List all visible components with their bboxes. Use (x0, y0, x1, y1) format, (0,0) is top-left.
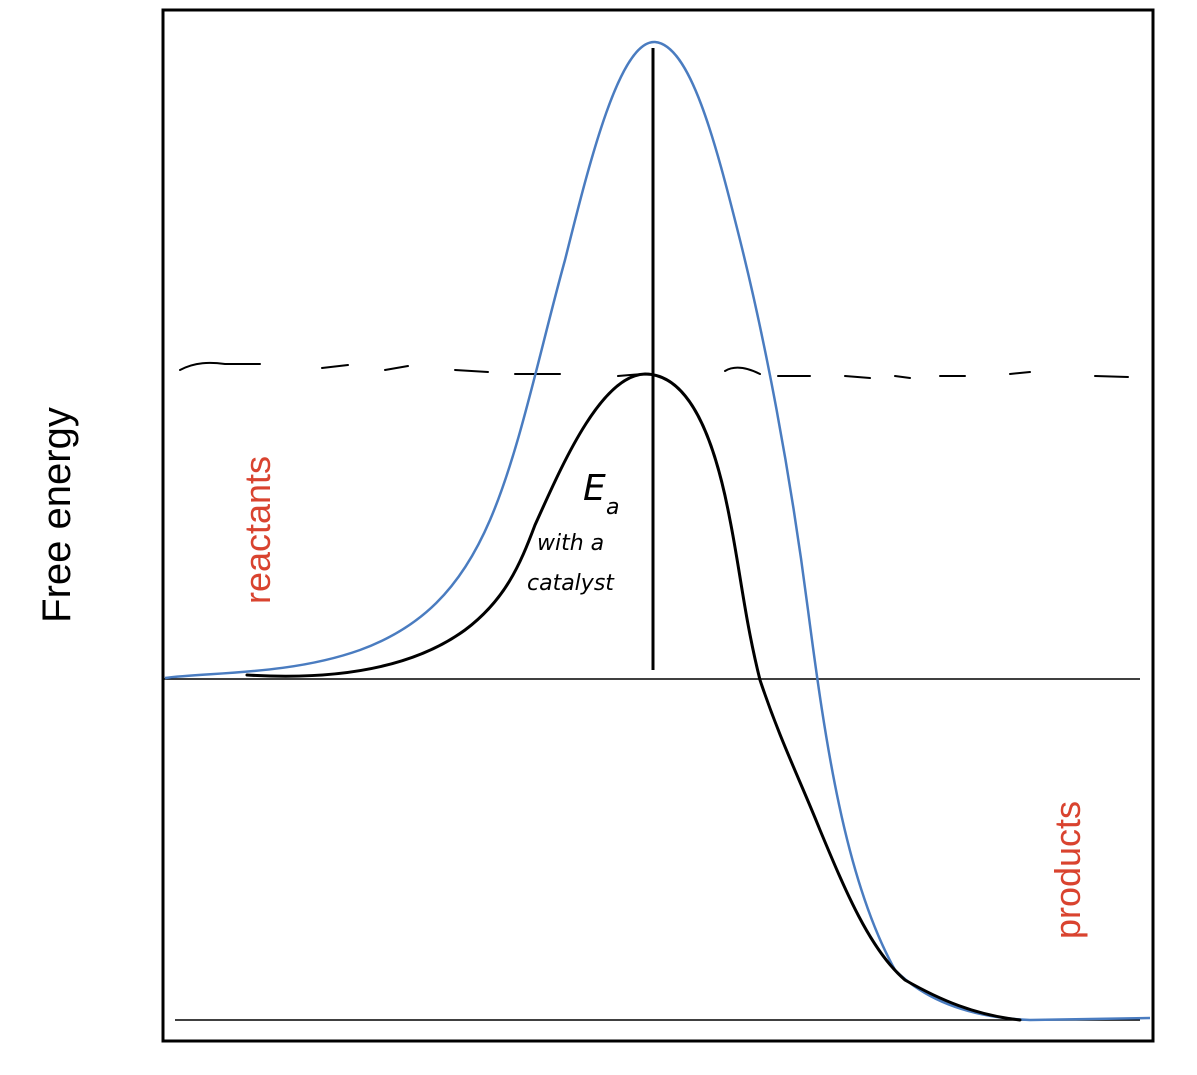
transition-state-dashed-line (179, 361, 1129, 379)
ea-note-line2: catalyst (527, 571, 615, 596)
y-axis-label: Free energy (35, 407, 79, 623)
products-label: products (1047, 801, 1088, 939)
ea-label: E (583, 468, 606, 509)
catalyzed-curve (245, 372, 1022, 1022)
ea-subscript: a (606, 495, 619, 520)
uncatalyzed-curve (164, 40, 1151, 1022)
reactants-label: reactants (237, 456, 278, 604)
ea-note-line1: with a (537, 531, 604, 556)
plot-frame (161, 8, 1155, 1043)
